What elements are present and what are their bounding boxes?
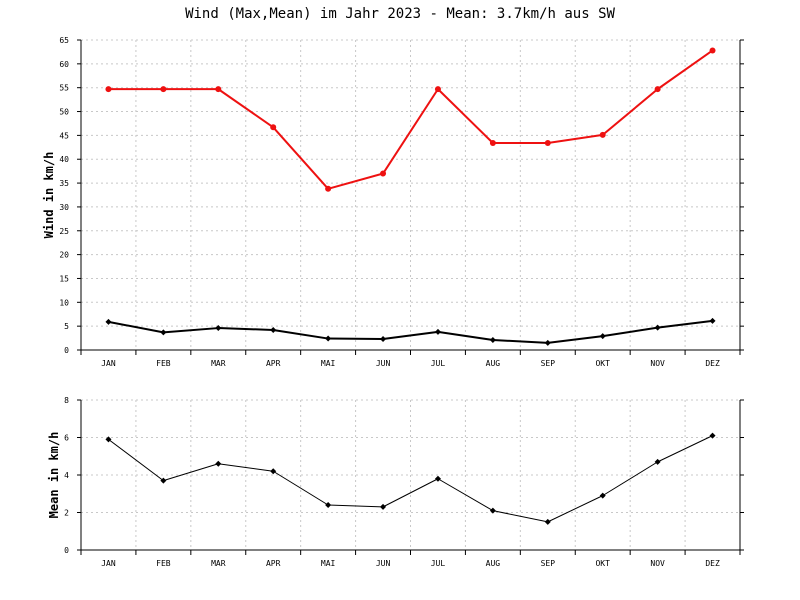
data-point (105, 86, 112, 93)
x-tick-label: JUN (376, 359, 391, 368)
x-tick-label: JAN (101, 359, 116, 368)
x-tick-label: OKT (595, 359, 610, 368)
data-point (105, 436, 112, 443)
data-point (489, 336, 496, 343)
y-axis-label: Wind in km/h (42, 152, 56, 239)
data-point (325, 335, 332, 342)
data-point (270, 468, 277, 475)
x-tick-label: JUL (431, 559, 446, 568)
x-tick-label: JUL (431, 359, 446, 368)
x-tick-label: APR (266, 559, 281, 568)
data-point (709, 317, 716, 324)
x-tick-label: NOV (650, 359, 665, 368)
y-tick-label: 65 (59, 36, 69, 45)
data-point (270, 124, 277, 131)
data-point (270, 326, 277, 333)
data-point (654, 458, 661, 465)
x-tick-label: AUG (486, 359, 501, 368)
x-tick-label: AUG (486, 559, 501, 568)
y-tick-label: 8 (64, 396, 69, 405)
data-point (544, 140, 551, 147)
chart-title: Wind (Max,Mean) im Jahr 2023 - Mean: 3.7… (185, 6, 615, 22)
x-tick-label: APR (266, 359, 281, 368)
data-point (434, 475, 441, 482)
data-point (325, 185, 332, 192)
series-line-0 (108, 49, 714, 190)
y-tick-label: 5 (64, 322, 69, 331)
x-tick-label: FEB (156, 559, 171, 568)
x-tick-label: DEZ (705, 559, 720, 568)
data-point (709, 47, 716, 54)
y-tick-label: 35 (59, 179, 69, 188)
y-tick-label: 0 (64, 546, 69, 555)
data-point (215, 325, 222, 332)
data-point (654, 86, 661, 93)
y-tick-label: 4 (64, 471, 69, 480)
mean-wind-panel: 0 2 4 6 8 JAN FEB MAR APR MAI JUN JUL AUG SEP OKT NOV DE… (47, 396, 744, 568)
y-tick-label: 15 (59, 274, 69, 283)
x-tick-label: MAI (321, 559, 336, 568)
y-tick-label: 45 (59, 131, 69, 140)
x-tick-label: SEP (541, 559, 556, 568)
x-tick-label: MAR (211, 559, 226, 568)
y-tick-label: 55 (59, 84, 69, 93)
y-tick-label: 20 (59, 251, 69, 260)
series-line-0 (108, 435, 713, 523)
y-tick-label: 6 (64, 434, 69, 443)
y-axis-label: Mean in km/h (47, 432, 61, 519)
data-point (380, 170, 387, 177)
data-point (325, 502, 332, 508)
y-tick-label: 25 (59, 227, 69, 236)
x-tick-label: MAR (211, 359, 226, 368)
data-point (380, 336, 387, 343)
y-tick-label: 0 (64, 346, 69, 355)
data-point (434, 86, 441, 93)
y-tick-label: 40 (59, 155, 69, 164)
data-point (544, 339, 551, 346)
data-point (160, 86, 167, 93)
data-point (599, 492, 606, 499)
data-point (489, 507, 496, 514)
x-tick-label: MAI (321, 359, 336, 368)
max-mean-wind-panel: 0 5 10 15 20 25 30 35 40 45 50 55 60 65 JAN FEB MAR APR MA… (42, 36, 744, 368)
x-tick-label: FEB (156, 359, 171, 368)
data-point (489, 140, 496, 147)
x-tick-label: SEP (541, 359, 556, 368)
data-point (160, 329, 167, 336)
data-point (654, 324, 661, 331)
y-tick-label: 50 (59, 108, 69, 117)
data-point (215, 86, 222, 93)
y-tick-label: 30 (59, 203, 69, 212)
data-point (599, 333, 606, 340)
data-point (160, 477, 167, 484)
y-tick-label: 2 (64, 509, 69, 518)
x-tick-label: OKT (595, 559, 610, 568)
data-point (434, 328, 441, 335)
data-point (599, 131, 606, 138)
y-tick-label: 60 (59, 60, 69, 69)
data-point (709, 432, 716, 439)
x-tick-label: DEZ (705, 359, 720, 368)
data-point (544, 518, 551, 525)
x-tick-label: JUN (376, 559, 391, 568)
series-line-1 (108, 319, 713, 344)
x-tick-label: NOV (650, 559, 665, 568)
y-tick-label: 10 (59, 298, 69, 307)
data-point (215, 460, 222, 467)
data-point (380, 503, 387, 510)
data-point (105, 318, 112, 325)
x-tick-label: JAN (101, 559, 116, 568)
